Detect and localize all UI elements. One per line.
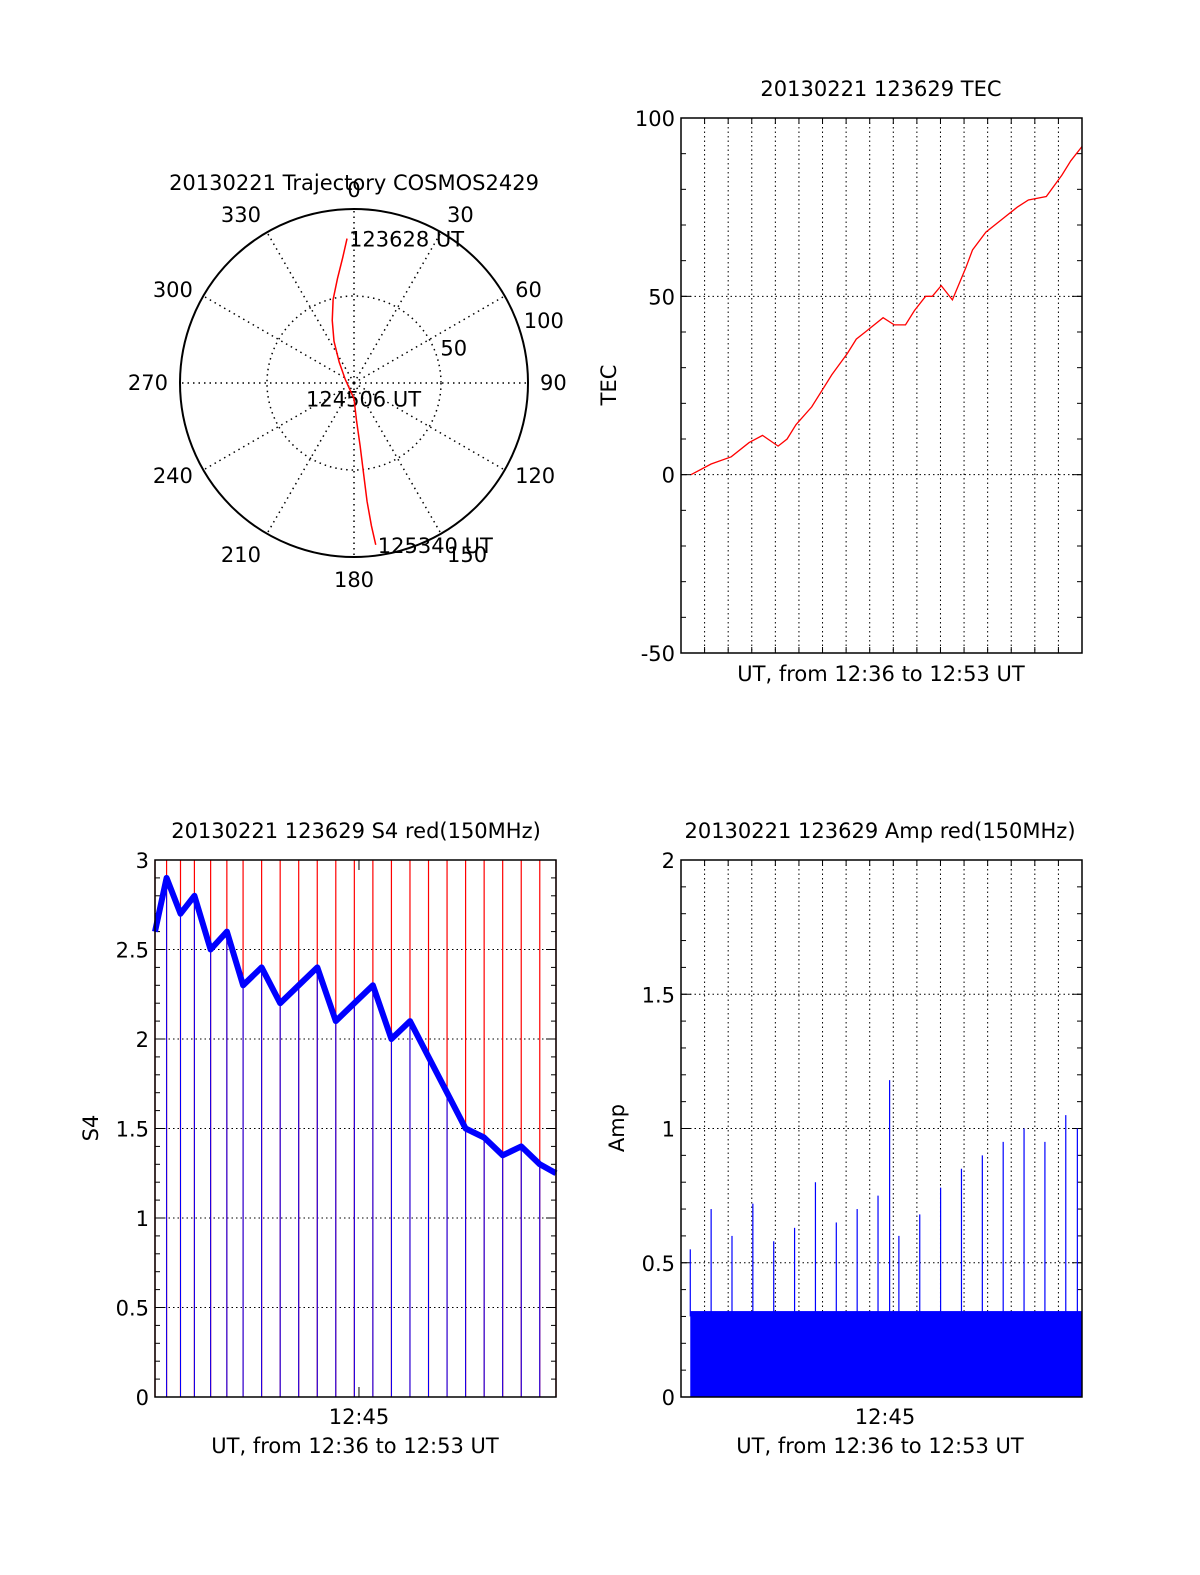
trajectory-line-0 — [331, 238, 377, 545]
tec-y-tick-label: 50 — [648, 285, 675, 309]
s4-panel: 20130221 123629 S4 red(150MHz) S4 UT, fr… — [79, 819, 558, 1458]
s4-x-tick-label: 12:45 — [329, 1405, 390, 1429]
s4-y-tick-label: 2 — [136, 1028, 149, 1052]
amp-y-tick-label: 1 — [662, 1118, 675, 1142]
amp-axes-frame — [680, 859, 1083, 1398]
s4-y-tick-label: 2.5 — [116, 939, 149, 963]
azimuth-tick-0: 0 — [347, 178, 360, 202]
polar-spoke-150 — [353, 382, 442, 535]
polar-spoke-120 — [353, 382, 506, 471]
trajectory-time-label-2: 125340 UT — [378, 534, 493, 558]
polar-spoke-240 — [202, 382, 355, 471]
amp-panel: 20130221 123629 Amp red(150MHz) Amp UT, … — [605, 819, 1083, 1458]
s4-title: 20130221 123629 S4 red(150MHz) — [171, 819, 541, 843]
azimuth-tick-150: 150 — [447, 543, 487, 567]
polar-series — [331, 238, 377, 545]
amp-y-tick-label: 0.5 — [642, 1252, 675, 1276]
trajectory-time-label-0: 123628 UT — [349, 228, 464, 252]
amp-base-band — [690, 1311, 1082, 1397]
azimuth-tick-120: 120 — [515, 464, 555, 488]
amp-y-tick-label: 1.5 — [642, 983, 675, 1007]
azimuth-tick-270: 270 — [128, 371, 168, 395]
tec-y-tick-label: 0 — [662, 464, 675, 488]
amp-x-axis-label: UT, from 12:36 to 12:53 UT — [736, 1434, 1024, 1458]
s4-y-tick-label: 1.5 — [116, 1118, 149, 1142]
s4-y-tick-label: 1 — [136, 1207, 149, 1231]
s4-y-tick-label: 0 — [136, 1386, 149, 1410]
ring-label-50: 50 — [440, 337, 467, 361]
amp-y-tick-label: 0 — [662, 1386, 675, 1410]
azimuth-tick-60: 60 — [515, 278, 542, 302]
s4-blue-series-line — [152, 874, 558, 1176]
amp-title: 20130221 123629 Amp red(150MHz) — [684, 819, 1075, 843]
amp-plot: 0 0.5 1 1.5 2 12:45 — [642, 849, 1083, 1429]
s4-y-tick-label: 0.5 — [116, 1297, 149, 1321]
tec-panel: 20130221 123629 TEC TEC UT, from 12:36 t… — [597, 77, 1083, 686]
s4-axes-frame — [154, 859, 557, 1398]
polar-labels: 0 30 60 90 120 150 180 210 240 270 300 330 50 100 1236… — [128, 178, 567, 592]
azimuth-tick-180: 180 — [334, 568, 374, 592]
polar-spoke-30 — [353, 231, 442, 384]
ring-label-100: 100 — [524, 309, 564, 333]
polar-spoke-330 — [266, 231, 355, 384]
polar-grid — [179, 208, 529, 558]
tec-y-tick-label: -50 — [641, 642, 675, 666]
azimuth-tick-330: 330 — [221, 203, 261, 227]
azimuth-tick-210: 210 — [221, 543, 261, 567]
s4-y-tick-label: 3 — [136, 849, 149, 873]
azimuth-tick-30: 30 — [447, 203, 474, 227]
s4-y-axis-label: S4 — [79, 1115, 103, 1142]
tec-series-line-0 — [690, 146, 1083, 476]
s4-x-axis-label: UT, from 12:36 to 12:53 UT — [211, 1434, 499, 1458]
tec-plot: -50 0 50 100 — [635, 107, 1083, 666]
amp-y-tick-label: 2 — [662, 849, 675, 873]
tec-title: 20130221 123629 TEC — [760, 77, 1001, 101]
polar-ring-1 — [179, 208, 529, 558]
tec-y-tick-label: 100 — [635, 107, 675, 131]
tec-x-axis-label: UT, from 12:36 to 12:53 UT — [737, 662, 1025, 686]
azimuth-tick-300: 300 — [153, 278, 193, 302]
polar-ring-0 — [266, 295, 442, 471]
azimuth-tick-240: 240 — [153, 464, 193, 488]
amp-y-axis-label: Amp — [605, 1104, 629, 1152]
polar-spoke-210 — [266, 382, 355, 535]
polar-spoke-60 — [353, 295, 506, 384]
trajectory-time-label-1: 124506 UT — [306, 388, 421, 412]
trajectory-title: 20130221 Trajectory COSMOS2429 — [169, 171, 539, 195]
polar-spoke-300 — [202, 295, 355, 384]
tec-axes-frame — [680, 117, 1083, 654]
amp-x-tick-label: 12:45 — [855, 1405, 916, 1429]
azimuth-tick-90: 90 — [540, 371, 567, 395]
tec-y-axis-label: TEC — [597, 365, 621, 407]
s4-plot: 0 0.5 1 1.5 2 2.5 3 12:45 — [116, 849, 558, 1429]
trajectory-panel: 20130221 Trajectory COSMOS2429 0 30 60 90 12… — [128, 171, 567, 592]
